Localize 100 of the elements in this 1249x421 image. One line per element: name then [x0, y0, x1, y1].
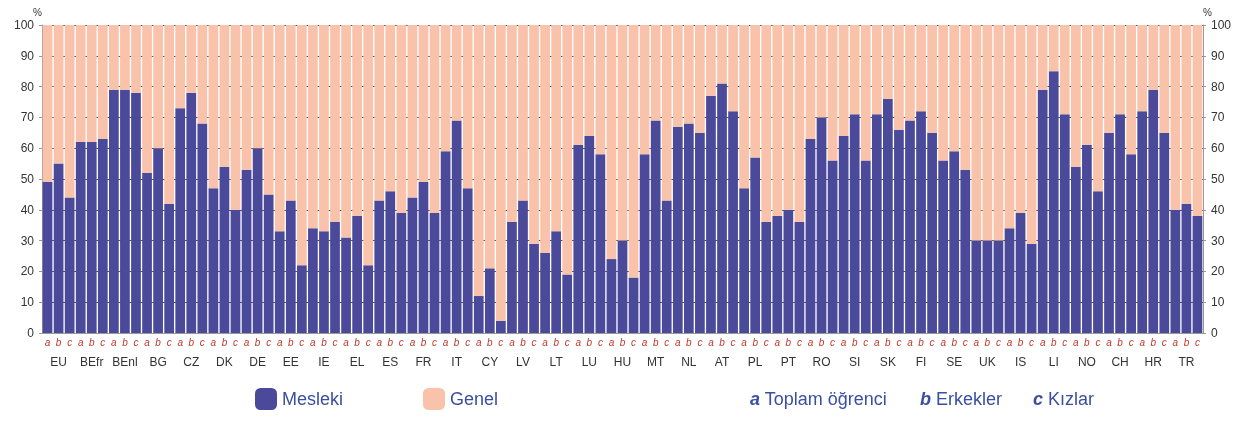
bar: [1026, 243, 1037, 333]
text: EE: [282, 355, 299, 369]
x-tick-label: c: [863, 336, 869, 348]
text: LU: [581, 355, 597, 369]
x-tick-label: b: [851, 336, 858, 348]
bar: [1004, 228, 1015, 333]
bar: [53, 25, 64, 164]
x-tick-label: c: [299, 336, 305, 348]
y-tick-label: 80: [20, 79, 35, 94]
x-tick-label: c: [166, 336, 172, 348]
legend-label: Genel: [450, 389, 499, 409]
x-tick-label: a: [1172, 336, 1179, 348]
y2-tick-label: 70: [1211, 110, 1225, 125]
bar: [42, 182, 53, 333]
y-tick-label: 90: [20, 48, 35, 63]
y2-tick-label: 90: [1211, 48, 1225, 63]
y-tick-label: 20: [20, 264, 35, 279]
x-tick-label: c: [1062, 336, 1068, 348]
x-tick-label: b: [387, 336, 394, 348]
bar: [628, 277, 639, 333]
bar: [230, 209, 241, 333]
x-tick-label: b: [1017, 336, 1024, 348]
x-tick-label: b: [752, 336, 759, 348]
x-tick-label: c: [995, 336, 1001, 348]
x-tick-label: b: [984, 336, 991, 348]
bar: [982, 240, 993, 333]
bar: [208, 188, 219, 333]
x-tick-label: c: [1029, 336, 1035, 348]
x-tick-label: c: [465, 336, 471, 348]
x-tick-label: a: [1139, 336, 1146, 348]
bar: [595, 25, 606, 155]
x-tick-label: a: [973, 336, 980, 348]
text: TR: [1178, 355, 1195, 369]
bar: [816, 117, 827, 333]
x-tick-label: b: [1050, 336, 1057, 348]
x-tick-label: c: [796, 336, 802, 348]
x-tick-label: a: [343, 336, 350, 348]
y2-tick-label: 80: [1211, 79, 1225, 94]
y-tick-label: 10: [20, 295, 35, 310]
y-tick-label: 50: [20, 172, 35, 186]
x-tick-label: b: [586, 336, 593, 348]
bar: [606, 259, 617, 333]
x-tick-label: c: [730, 336, 736, 348]
y2-tick-label: 10: [1211, 295, 1225, 310]
bar: [993, 25, 1004, 241]
text: BEfr: [80, 355, 104, 369]
x-tick-label: b: [553, 336, 560, 348]
y2-tick-label: 50: [1211, 172, 1225, 186]
x-tick-label: a: [509, 336, 516, 348]
x-tick-label: b: [619, 336, 626, 348]
bar: [440, 25, 451, 152]
x-tick-label: b: [818, 336, 825, 348]
x-tick-label: b: [321, 336, 328, 348]
x-tick-label: b: [122, 336, 129, 348]
bar: [219, 25, 230, 167]
x-tick-label: a: [641, 336, 648, 348]
x-tick-label: a: [243, 336, 250, 348]
text: DE: [249, 355, 266, 369]
y2-tick-label: 0: [1211, 326, 1218, 340]
x-tick-label: c: [100, 336, 106, 348]
text: HU: [613, 355, 632, 369]
bar: [639, 154, 650, 333]
x-tick-label: a: [1039, 336, 1046, 348]
x-tick-label: c: [564, 336, 570, 348]
x-tick-label: a: [210, 336, 217, 348]
text: FI: [915, 355, 927, 369]
x-tick-label: b: [487, 336, 494, 348]
bar: [982, 25, 993, 241]
bar: [440, 151, 451, 333]
text: BEnl: [112, 355, 138, 369]
text: LV: [516, 355, 530, 369]
x-tick-label: a: [475, 336, 482, 348]
x-tick-label: c: [498, 336, 504, 348]
text: CY: [481, 355, 499, 369]
text: c Kızlar: [1033, 389, 1095, 409]
text: HR: [1144, 355, 1163, 369]
text: UK: [979, 355, 996, 369]
text: FR: [415, 355, 432, 369]
text: SE: [946, 355, 963, 369]
y2-tick-label: 100: [1211, 18, 1232, 32]
y2-axis-title: %: [1203, 6, 1212, 18]
bar: [628, 25, 639, 278]
x-tick-label: a: [77, 336, 84, 348]
bar: [42, 25, 53, 183]
x-tick-label: b: [1183, 336, 1190, 348]
x-tick-label: c: [830, 336, 836, 348]
x-tick-label: a: [376, 336, 383, 348]
x-tick-label: c: [896, 336, 902, 348]
bar: [794, 222, 805, 333]
text: LI: [1048, 355, 1059, 369]
x-tick-label: a: [741, 336, 748, 348]
bar: [827, 160, 838, 333]
bar: [617, 240, 628, 333]
x-tick-label: b: [188, 336, 195, 348]
bar: [1181, 203, 1192, 333]
bar: [993, 240, 1004, 333]
x-tick-label: a: [907, 336, 914, 348]
x-tick-label: c: [67, 336, 73, 348]
bar: [1026, 25, 1037, 244]
x-tick-label: b: [686, 336, 693, 348]
